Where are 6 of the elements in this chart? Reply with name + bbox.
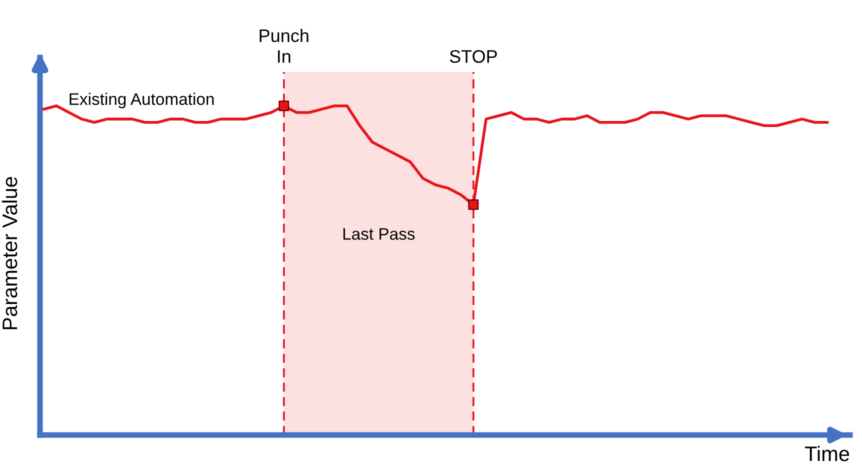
x-axis-title: Time [804, 446, 850, 462]
annotation: Existing Automation [70, 92, 214, 108]
band-label: Last Pass [343, 228, 415, 240]
x-tick-label: STOP [450, 50, 497, 63]
y-axis-title: Parameter Value [2, 177, 18, 330]
x-tick-label: Punch In [260, 28, 308, 63]
